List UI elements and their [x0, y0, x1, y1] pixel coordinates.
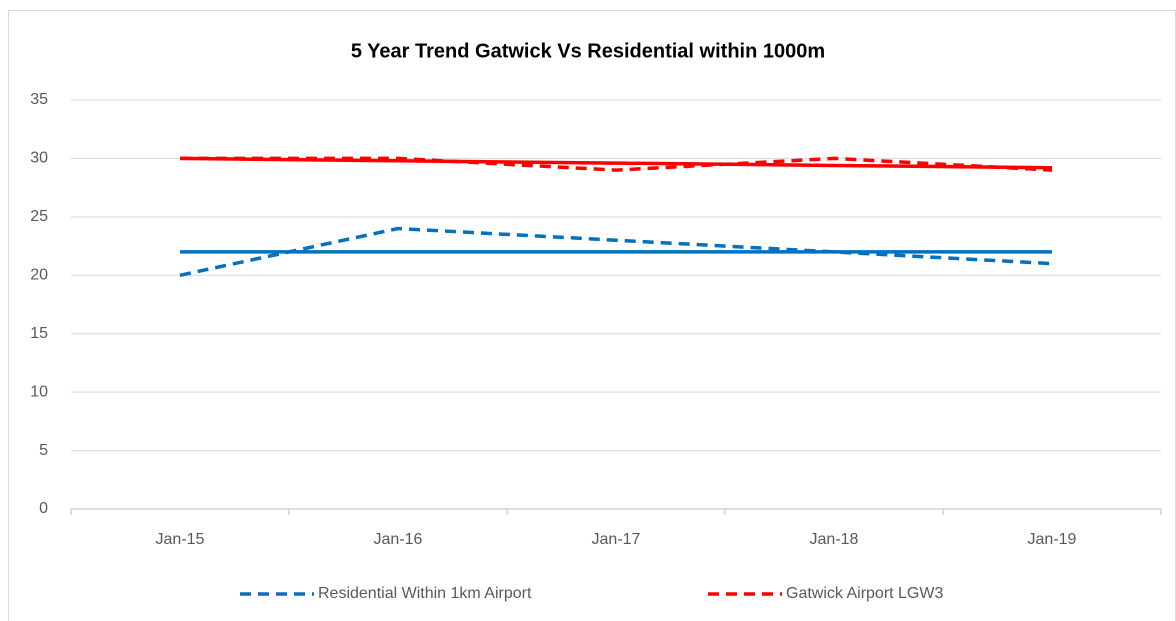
y-tick-label: 5	[39, 442, 48, 459]
y-tick-label: 35	[30, 91, 48, 108]
x-tick-label: Jan-15	[156, 531, 205, 548]
chart-title: 5 Year Trend Gatwick Vs Residential with…	[351, 40, 825, 62]
x-tick-label: Jan-19	[1028, 531, 1077, 548]
legend-label: Residential Within 1km Airport	[318, 585, 532, 602]
y-tick-label: 15	[30, 325, 48, 342]
y-tick-label: 20	[30, 267, 48, 284]
x-tick-label: Jan-18	[810, 531, 859, 548]
x-tick-label: Jan-17	[592, 531, 641, 548]
series-line	[180, 156, 1053, 172]
y-tick-label: 10	[30, 383, 48, 400]
legend-label: Gatwick Airport LGW3	[786, 585, 943, 602]
chart-border	[8, 10, 1176, 621]
y-tick-label: 30	[30, 150, 48, 167]
x-tick-label: Jan-16	[374, 531, 423, 548]
y-tick-label: 25	[30, 208, 48, 225]
series-line	[179, 226, 1053, 277]
y-tick-label: 0	[39, 500, 48, 517]
